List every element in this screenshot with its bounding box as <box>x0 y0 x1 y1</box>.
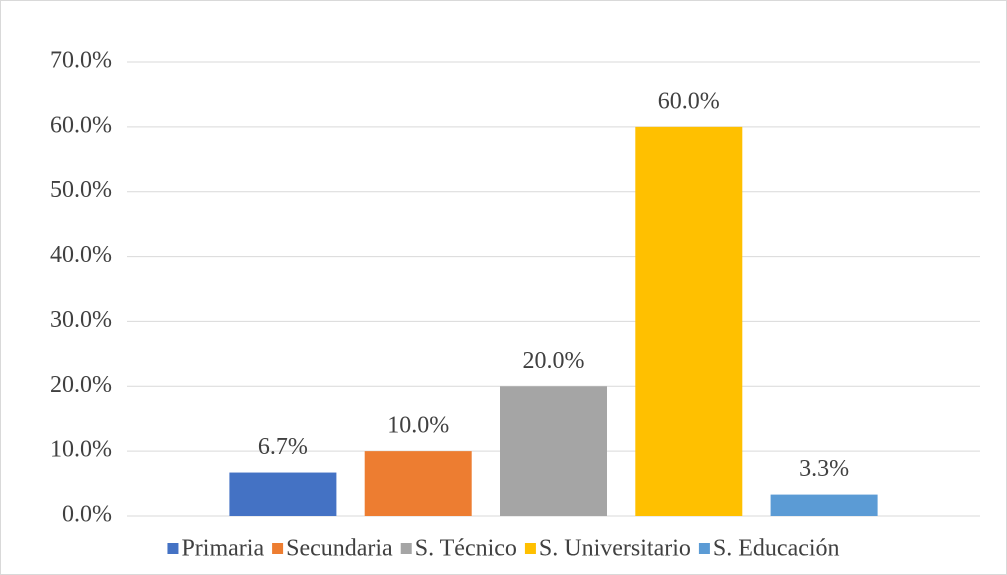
y-tick-label: 60.0% <box>50 112 112 138</box>
legend-label: S. Educación <box>713 536 840 562</box>
value-label: 3.3% <box>799 456 849 482</box>
y-tick-label: 0.0% <box>62 502 112 528</box>
legend-swatch <box>400 543 412 554</box>
value-label: 60.0% <box>658 88 720 114</box>
y-tick-label: 10.0% <box>50 437 112 463</box>
legend-swatch <box>698 543 710 554</box>
legend-label: S. Técnico <box>415 536 517 562</box>
bar <box>635 126 743 516</box>
value-label: 10.0% <box>387 413 449 439</box>
legend-swatch <box>524 543 536 554</box>
value-label: 20.0% <box>523 348 585 374</box>
bar <box>364 451 472 516</box>
value-label: 6.7% <box>258 434 308 460</box>
legend-swatch <box>272 543 284 554</box>
bar <box>500 386 607 516</box>
bar <box>770 494 878 516</box>
y-tick-label: 40.0% <box>50 242 112 268</box>
bar <box>229 472 337 516</box>
y-tick-label: 70.0% <box>50 48 112 74</box>
legend-label: S. Universitario <box>539 536 691 562</box>
legend-label: Secundaria <box>286 536 393 562</box>
y-tick-label: 50.0% <box>50 177 112 203</box>
y-tick-label: 20.0% <box>50 372 112 398</box>
legend-label: Primaria <box>181 536 264 562</box>
y-tick-label: 30.0% <box>50 307 112 333</box>
legend-swatch <box>167 543 179 554</box>
